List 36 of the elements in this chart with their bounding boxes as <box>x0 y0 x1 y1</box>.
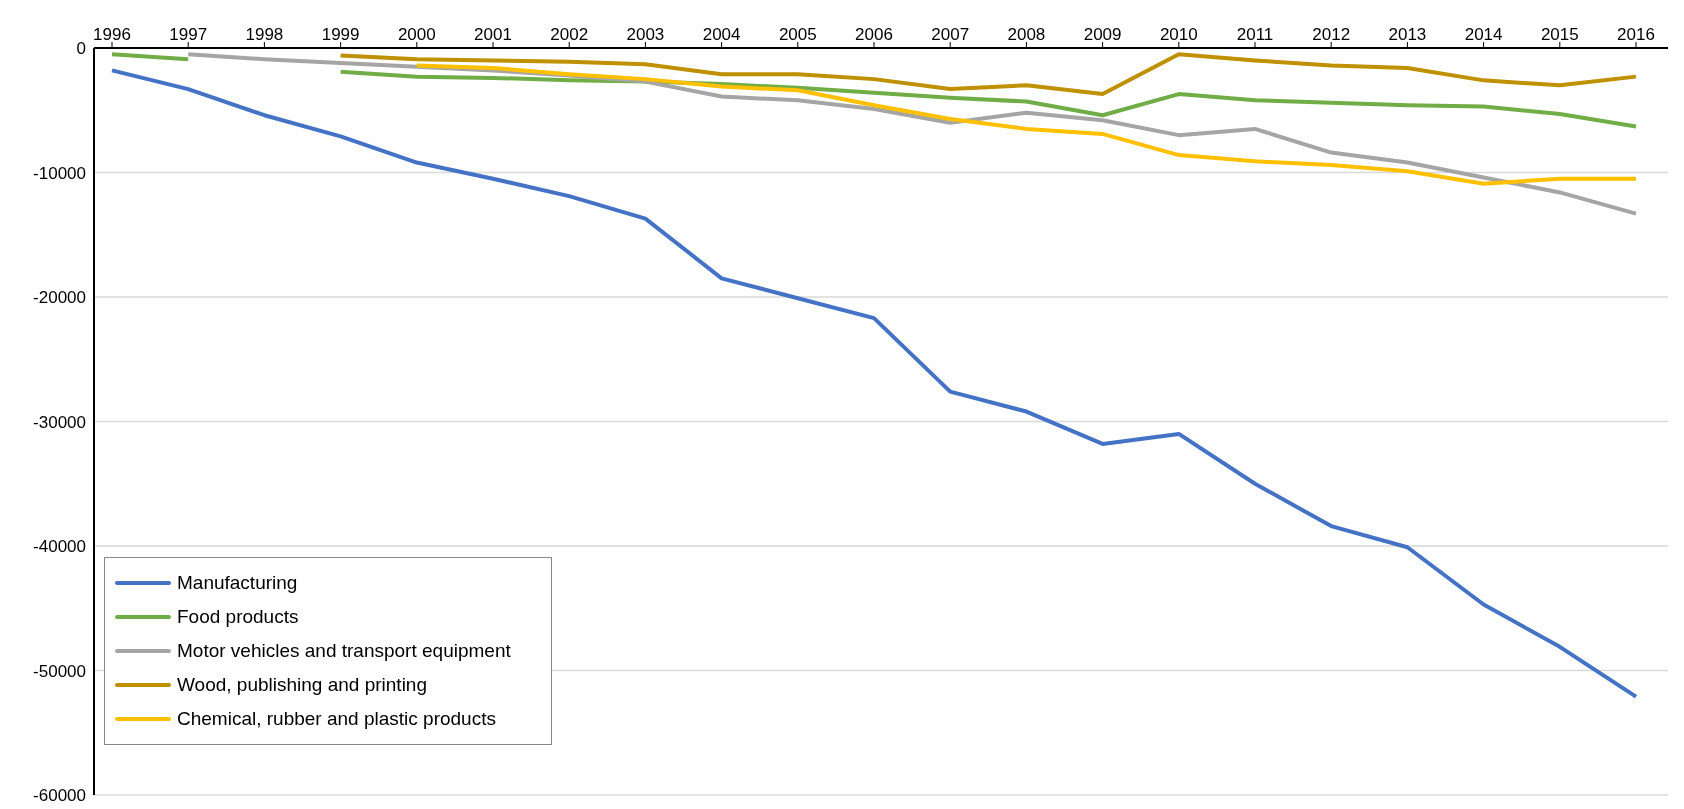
legend-label: Motor vehicles and transport equipment <box>177 640 511 662</box>
y-tick-label: -30000 <box>33 412 86 432</box>
line-series <box>414 63 1638 186</box>
legend-label: Chemical, rubber and plastic products <box>177 708 496 730</box>
x-tick-label: 1997 <box>169 25 208 44</box>
x-tick-label: 2002 <box>550 25 589 44</box>
x-tick-label: 2008 <box>1007 25 1046 44</box>
y-tick-label: -40000 <box>33 537 86 557</box>
line-series <box>338 52 1638 97</box>
legend-label: Food products <box>177 606 299 628</box>
x-tick-label: 2005 <box>778 25 817 44</box>
line-series <box>110 68 1638 699</box>
x-tick-label: 2011 <box>1236 25 1274 44</box>
x-tick-label: 2014 <box>1464 25 1503 44</box>
x-tick-label: 2015 <box>1540 25 1579 44</box>
y-tick-label: -50000 <box>33 661 86 681</box>
x-tick-label: 2010 <box>1159 25 1198 44</box>
x-tick-label: 2001 <box>474 25 512 44</box>
x-tick-label: 2012 <box>1312 25 1351 44</box>
x-tick-label: 2013 <box>1388 25 1427 44</box>
x-tick-label: 2009 <box>1083 25 1122 44</box>
x-tick-label: 2003 <box>626 25 665 44</box>
x-tick-label: 2006 <box>855 25 893 44</box>
x-tick-label: 1999 <box>321 25 360 44</box>
x-tick-label: 1996 <box>93 25 131 44</box>
y-tick-label: -60000 <box>33 786 86 806</box>
y-tick-label: -10000 <box>33 163 86 183</box>
x-tick-label: 1998 <box>245 25 284 44</box>
x-tick-label: 2000 <box>397 25 436 44</box>
y-tick-label: 0 <box>76 39 86 59</box>
y-tick-label: -20000 <box>33 288 86 308</box>
x-tick-label: 2007 <box>931 25 970 44</box>
x-tick-label: 2016 <box>1617 25 1655 44</box>
legend-label: Wood, publishing and printing <box>177 674 427 696</box>
legend-label: Manufacturing <box>177 572 298 594</box>
x-tick-label: 2004 <box>702 25 741 44</box>
